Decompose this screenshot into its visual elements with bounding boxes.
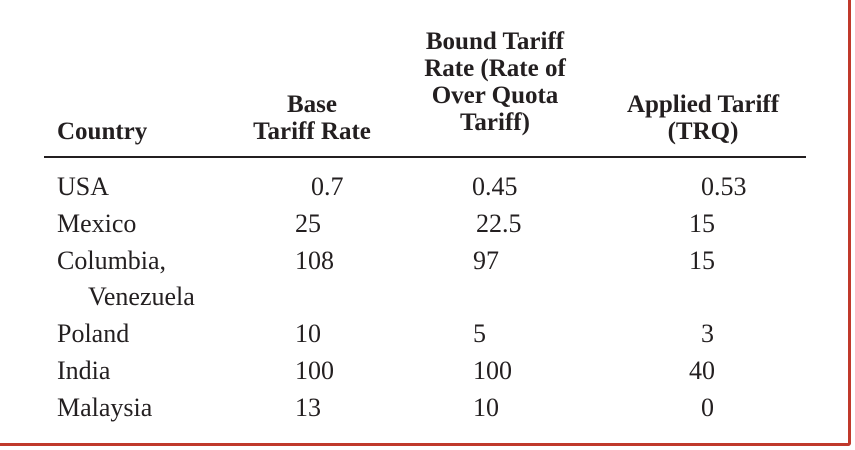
- applied-rate-cell: 0: [701, 393, 714, 422]
- applied-rate-cell: 15: [689, 246, 715, 275]
- header-country: Country: [57, 118, 148, 145]
- header-applied-tariff: Applied Tariff (TRQ): [626, 91, 780, 145]
- bound-rate-cell: 10: [473, 393, 499, 422]
- base-rate-cell: 100: [295, 356, 334, 385]
- bound-rate-cell: 97: [473, 246, 499, 275]
- base-rate-cell: 13: [295, 393, 321, 422]
- country-cell: India: [57, 356, 111, 385]
- country-cell: Poland: [57, 319, 130, 348]
- header-base-tariff-rate: Base Tariff Rate: [253, 91, 371, 145]
- applied-rate-cell: 40: [689, 356, 715, 385]
- header-bound-tariff-rate: Bound Tariff Rate (Rate of Over Quota Ta…: [424, 28, 566, 136]
- bound-rate-cell: 100: [473, 356, 512, 385]
- country-cell: Columbia,: [57, 246, 167, 275]
- base-rate-cell: 108: [295, 246, 334, 275]
- bound-rate-cell: 22.5: [476, 209, 522, 238]
- country-cell-continuation: Venezuela: [88, 282, 195, 311]
- base-rate-cell: 0.7: [311, 172, 344, 201]
- country-cell: USA: [57, 172, 110, 201]
- bound-rate-cell: 0.45: [472, 172, 518, 201]
- country-cell: Mexico: [57, 209, 137, 238]
- bound-rate-cell: 5: [473, 319, 486, 348]
- base-rate-cell: 25: [295, 209, 321, 238]
- base-rate-cell: 10: [295, 319, 321, 348]
- applied-rate-cell: 0.53: [701, 172, 747, 201]
- country-cell: Malaysia: [57, 393, 153, 422]
- applied-rate-cell: 3: [701, 319, 714, 348]
- header-rule: [44, 156, 806, 158]
- applied-rate-cell: 15: [689, 209, 715, 238]
